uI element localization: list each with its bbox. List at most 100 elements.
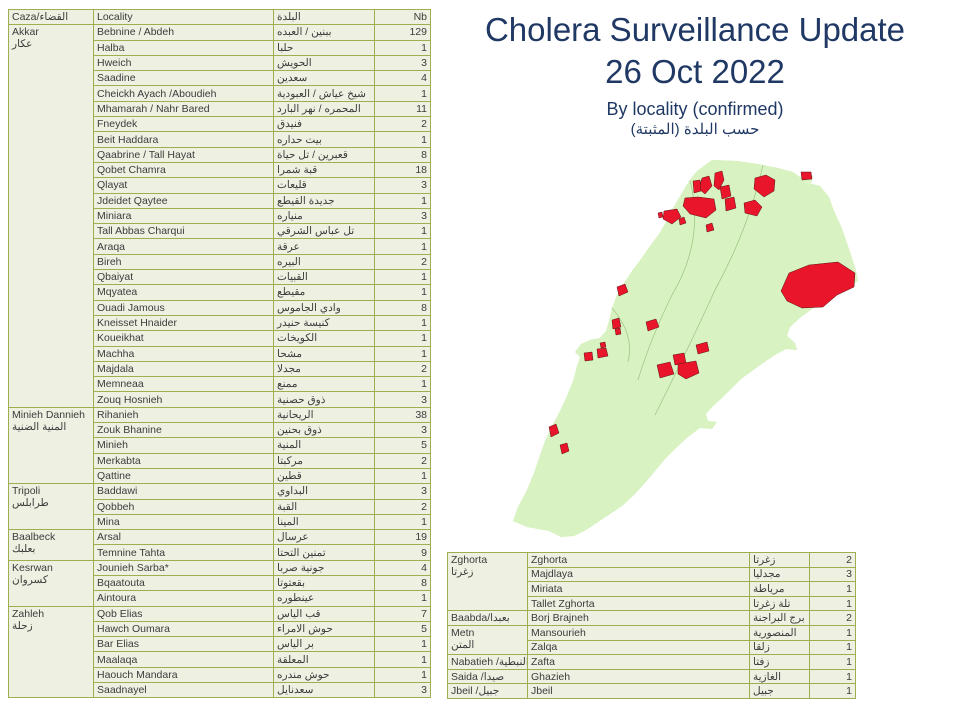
case-count: 19 [374,529,431,546]
table-row: Hawch Oumara حوش الامراء 5 [9,620,431,638]
page-title-line2: 26 Oct 2022 [605,53,785,90]
table-row: Baalbeck بعلبك Arsal عرسال 19 [8,529,431,561]
case-count: 1 [374,223,431,240]
case-count: 8 [374,299,431,316]
table-row: Koueikhat الكويخات 1 [9,330,431,347]
locality-en: Arsal [93,529,274,546]
caza-cell: Nabatieh /النبطية [447,654,528,670]
locality-ar: قطين [273,467,375,485]
case-count: 3 [374,54,431,72]
affected-locality-region [662,208,682,225]
affected-locality-region [678,216,687,226]
locality-ar: مركبتا [273,452,375,469]
case-count: 3 [374,682,431,699]
affected-locality-region [645,318,660,332]
locality-ar: مرياطة [749,581,810,597]
caza-cell: Zahleh زحلة [8,605,94,699]
subtitle-arabic: حسب البلدة (المثبتة) [630,121,760,138]
column-header-nb: Nb [374,8,431,26]
caza-name-en: Kesrwan [12,561,53,574]
caza-name-ar: طرابلس [12,497,49,510]
caza-name-ar: المتن [451,638,475,651]
locality-ar: زلقا [749,639,810,656]
locality-en: Qobet Chamra [93,161,274,179]
case-count: 1 [809,624,856,641]
locality-en: Mina [93,513,274,531]
affected-locality-region [656,361,675,379]
affected-locality-region [616,283,629,297]
locality-ar: جبيل [749,683,810,699]
case-count: 1 [809,595,856,612]
table-row: Baabda/بعبدا Borj Brajneh برج البراجنة 2 [447,610,856,626]
table-row: Mqyatea مقيطع 1 [9,284,431,301]
locality-en: Aintoura [93,590,274,607]
caza-cell: Metn المتن [447,624,528,656]
locality-en: Zghorta [527,552,750,568]
locality-ar: البيره [273,253,375,271]
affected-locality-region [611,317,622,330]
table-row: Zghorta زغرتا Zghorta زغرتا 2 [447,551,856,612]
case-count: 1 [374,636,431,653]
locality-ar: ممنع [273,376,375,393]
table-row: Saadnayel سعدنايل 3 [9,682,431,699]
caza-name-en: Akkar [12,26,39,39]
case-count: 1 [374,284,431,301]
locality-en: Zalqa [527,639,750,656]
locality-ar: سعدنايل [273,682,375,699]
case-count: 1 [374,666,431,684]
locality-ar: ذوق بحنين [273,422,375,439]
affected-localities-layer [548,170,856,455]
locality-ar: جديدة القيطع [273,192,375,209]
affected-locality-region [780,261,856,309]
case-count: 1 [374,192,431,209]
caza-name-en: Nabatieh /النبطية [451,656,528,669]
locality-ar: حلبا [273,39,375,56]
table-row: Minieh Dannieh المنية الضنية Rihanieh الريح… [8,406,431,485]
locality-en: Saadine [93,70,274,87]
case-count: 1 [374,345,431,362]
affected-locality-region [559,442,570,455]
cases-by-locality-table-main: Caza/القضاء Locality البلدة Nb Akkar عكار Bebn… [8,8,431,699]
table-row: Halba حلبا 1 [9,39,431,56]
column-header-locality_ar: البلدة [273,8,375,26]
locality-ar: المنية [273,437,375,454]
locality-ar: الحويش [273,54,375,72]
caza-cell: Akkar عكار [8,24,94,408]
case-count: 5 [374,437,431,454]
affected-locality-region [743,199,763,217]
table-row: Machha مشحا 1 [9,345,431,362]
locality-ar: المحمره / نهر البارد [273,100,375,118]
case-count: 1 [809,581,856,597]
locality-en: Hawch Oumara [93,620,274,638]
case-count: 11 [374,100,431,118]
header-row: Caza/القضاء Locality البلدة Nb [8,8,431,26]
locality-ar: قعبرين / تل حياة [273,146,375,163]
case-count: 1 [809,654,856,670]
case-count: 3 [374,483,431,500]
locality-en: Mhamarah / Nahr Bared [93,100,274,118]
locality-en: Haouch Mandara [93,666,274,684]
caza-cell: Baalbeck بعلبك [8,529,94,561]
affected-locality-region [713,170,725,191]
title-block: Cholera Surveillance Update 26 Oct 2022 … [432,10,958,139]
locality-en: Hweich [93,54,274,72]
case-count: 3 [374,391,431,408]
locality-en: Tallet Zghorta [527,595,750,612]
caza-name-en: Zahleh [12,607,45,620]
locality-ar: بقعتوتا [273,574,375,592]
caza-name-en: Baabda/بعبدا [451,612,510,625]
affected-locality-region [719,184,732,200]
locality-en: Bebnine / Abdeh [93,24,274,41]
subtitle-english: By locality (confirmed) [606,99,784,119]
case-count: 1 [374,39,431,56]
locality-ar: بيت حداره [273,131,375,148]
locality-en: Qbaiyat [93,269,274,286]
locality-en: Borj Brajneh [527,610,750,626]
locality-en: Saadnayel [93,682,274,699]
affected-locality-region [800,171,813,181]
case-count: 1 [374,269,431,286]
locality-ar: حوش مندره [273,666,375,684]
table-row: Memneaa ممنع 1 [9,376,431,393]
caza-name-en: Zghorta [451,554,488,566]
lebanon-map [512,159,859,538]
